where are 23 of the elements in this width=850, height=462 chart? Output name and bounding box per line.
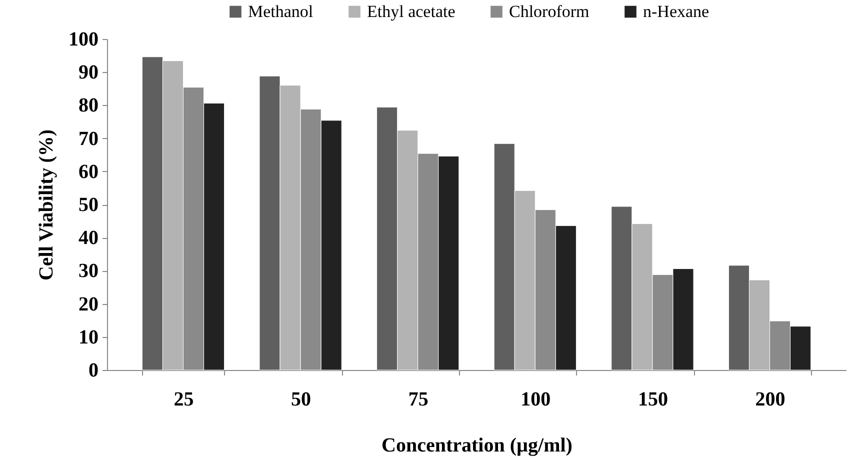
x-tick-label: 150 (638, 388, 668, 410)
y-tick-label: 50 (78, 194, 98, 216)
y-tick-label: 30 (78, 260, 98, 282)
x-axis-title: Concentration (µg/ml) (382, 434, 572, 456)
x-tick-label: 100 (520, 388, 551, 410)
y-tick-label: 100 (68, 28, 98, 50)
y-tick-label: 70 (78, 128, 98, 150)
y-tick-label: 90 (78, 62, 98, 84)
y-tick-label: 10 (78, 326, 98, 348)
x-tick-label: 75 (408, 388, 428, 410)
y-tick-label: 80 (78, 94, 98, 117)
x-tick-label: 50 (291, 388, 312, 410)
x-tick-label: 25 (174, 388, 194, 410)
y-axis-title: Cell Viability (%) (36, 129, 58, 281)
y-tick-label: 60 (78, 160, 98, 183)
legend-label: Methanol (248, 2, 314, 21)
y-tick-label: 0 (88, 360, 98, 382)
y-tick-label: 20 (78, 293, 98, 316)
legend-label: n-Hexane (643, 2, 710, 21)
legend-label: Ethyl acetate (367, 2, 456, 21)
x-tick-label: 200 (755, 388, 786, 410)
legend-label: Chloroform (509, 2, 590, 21)
y-tick-label: 40 (78, 227, 98, 250)
